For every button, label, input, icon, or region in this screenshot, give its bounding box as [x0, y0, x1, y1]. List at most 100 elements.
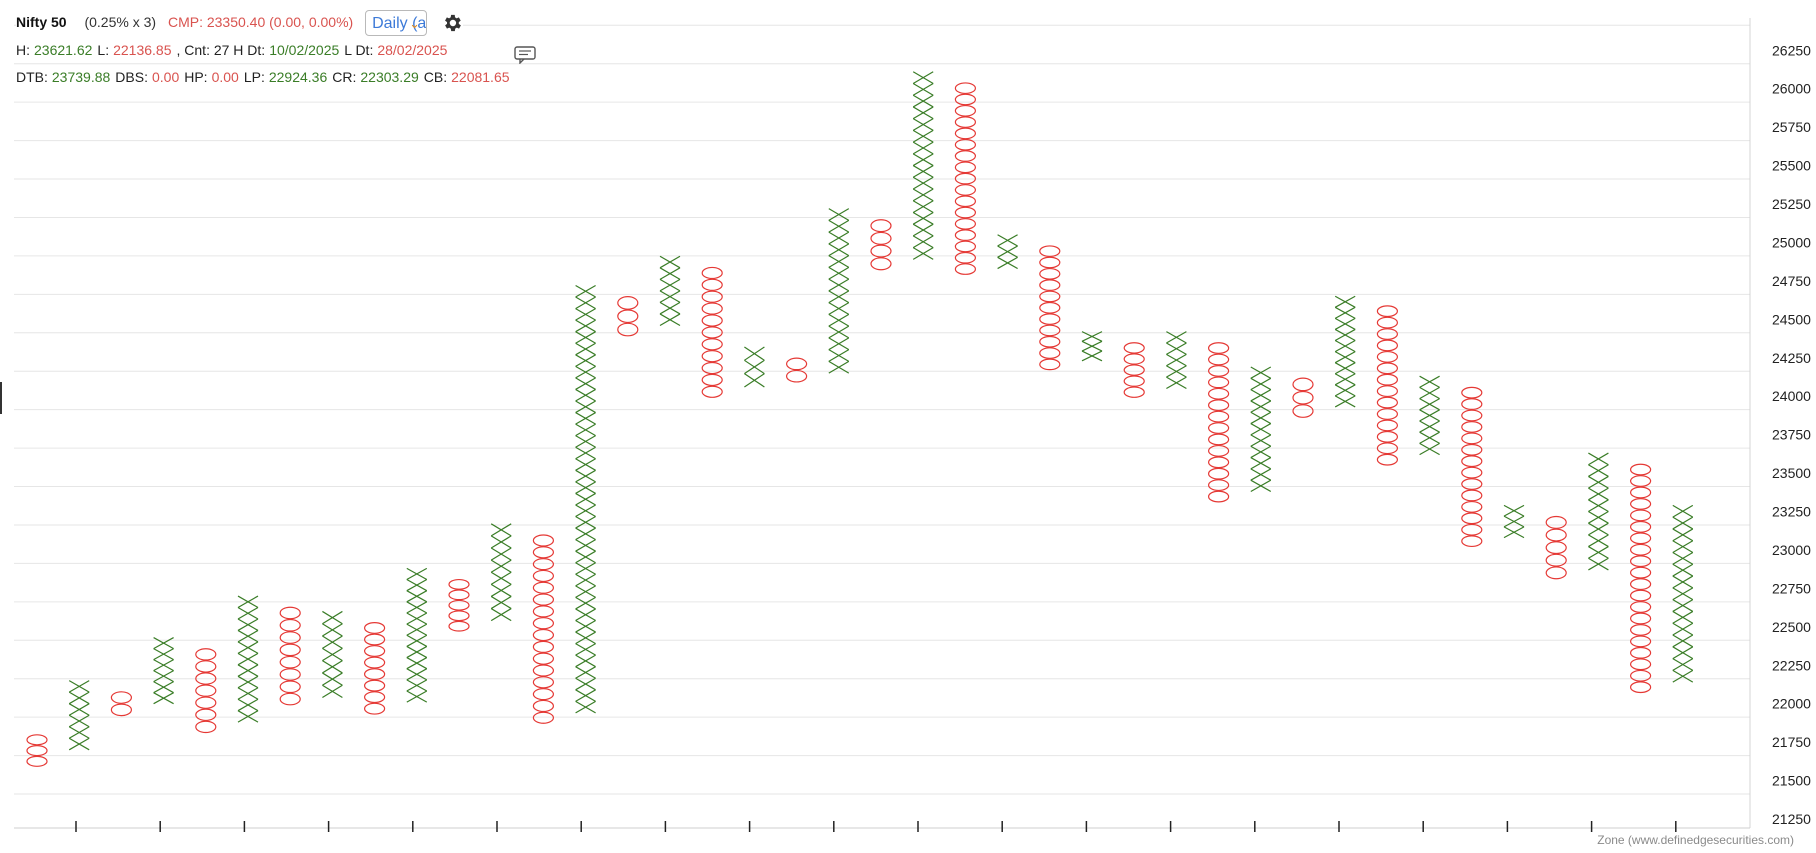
x-box: [575, 562, 596, 575]
o-box: [110, 691, 133, 704]
x-box: [1334, 373, 1356, 386]
x-box: [1419, 420, 1440, 433]
x-box: [997, 256, 1018, 270]
o-box: [1039, 279, 1061, 291]
o-box: [1207, 422, 1230, 434]
o-box: [26, 734, 48, 746]
x-box: [1250, 389, 1272, 402]
x-box: [912, 176, 934, 190]
o-box: [1207, 365, 1230, 377]
x-box: [237, 675, 259, 689]
x-column: [575, 284, 596, 714]
o-box: [1376, 442, 1399, 455]
o-box: [195, 684, 217, 697]
x-box: [575, 365, 596, 379]
x-box: [1250, 434, 1272, 447]
o-box: [1376, 316, 1399, 329]
x-axis-ticks: [75, 821, 1677, 832]
o-box: [954, 251, 977, 264]
o-box: [532, 664, 555, 677]
stat-label: DTB:: [16, 69, 48, 85]
x-column: [744, 346, 765, 388]
o-box: [532, 628, 555, 642]
y-tick-label: 21750: [1772, 734, 1811, 750]
timeframe-dropdown[interactable]: Daily (a ⌄: [365, 10, 428, 36]
o-box: [1123, 375, 1145, 387]
x-box: [1166, 331, 1187, 344]
x-box: [406, 612, 428, 625]
o-box: [701, 278, 723, 291]
o-box: [1123, 386, 1145, 398]
o-box: [870, 257, 892, 271]
o-box: [1292, 390, 1314, 405]
x-box: [575, 666, 596, 679]
o-column: [1207, 342, 1230, 503]
x-box: [575, 423, 596, 437]
o-box: [1376, 385, 1399, 398]
stat-label: L Dt:: [344, 42, 374, 58]
o-box: [1461, 489, 1483, 502]
x-box: [659, 301, 681, 315]
x-box: [575, 400, 596, 414]
x-box: [153, 637, 174, 650]
x-column: [68, 680, 90, 751]
x-box: [68, 737, 90, 751]
o-box: [954, 93, 977, 106]
o-column: [1039, 245, 1061, 371]
o-box: [364, 702, 386, 715]
x-box: [912, 247, 934, 260]
x-box: [828, 313, 850, 327]
o-box: [1039, 313, 1061, 325]
o-box: [1545, 515, 1567, 529]
x-column: [912, 71, 934, 260]
y-tick-label: 21250: [1772, 811, 1811, 827]
box-params: (0.25% x 3): [84, 13, 157, 30]
x-box: [1588, 522, 1609, 536]
y-tick-label: 23500: [1772, 465, 1811, 481]
x-box: [575, 308, 596, 321]
o-box: [1376, 408, 1399, 420]
x-box: [1588, 557, 1609, 571]
o-box: [1292, 377, 1314, 392]
x-box: [912, 94, 934, 108]
o-box: [1629, 543, 1652, 556]
o-box: [1207, 376, 1230, 389]
x-box: [575, 619, 596, 633]
o-box: [1545, 541, 1567, 555]
y-tick-label: 25250: [1772, 196, 1811, 212]
x-box: [237, 629, 259, 643]
o-box: [1461, 386, 1483, 399]
x-box: [1588, 475, 1609, 489]
x-box: [1250, 468, 1272, 481]
x-box: [575, 643, 596, 656]
gear-icon[interactable]: [441, 12, 463, 34]
o-box: [279, 680, 301, 694]
x-column: [153, 637, 174, 705]
x-box: [1672, 540, 1694, 554]
o-column: [279, 606, 301, 706]
o-column: [1545, 515, 1567, 580]
x-box: [490, 583, 512, 597]
x-box: [68, 703, 90, 716]
x-box: [575, 469, 596, 483]
o-box: [1292, 404, 1314, 418]
comment-icon[interactable]: [514, 46, 536, 64]
stat-label: LP:: [243, 69, 265, 85]
x-box: [1419, 386, 1440, 400]
o-box: [1207, 479, 1230, 492]
crosshair-marker: [0, 382, 2, 414]
stats-row-2: DTB: 23739.88 DBS: 0.00 HP: 0.00 LP: 22924.36 CR…: [16, 68, 515, 86]
x-box: [912, 223, 934, 237]
x-box: [68, 714, 90, 728]
o-box: [279, 655, 301, 669]
o-box: [364, 622, 386, 634]
o-box: [1461, 409, 1483, 422]
x-box: [490, 595, 512, 610]
o-box: [1123, 364, 1145, 376]
x-box: [1419, 409, 1440, 422]
o-box: [954, 161, 977, 174]
o-column: [110, 691, 133, 717]
x-box: [1672, 587, 1694, 601]
x-box: [68, 680, 90, 693]
